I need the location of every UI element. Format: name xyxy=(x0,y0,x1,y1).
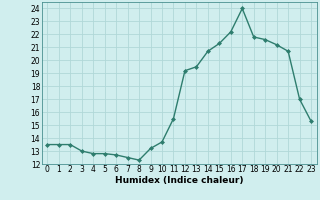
X-axis label: Humidex (Indice chaleur): Humidex (Indice chaleur) xyxy=(115,176,244,185)
